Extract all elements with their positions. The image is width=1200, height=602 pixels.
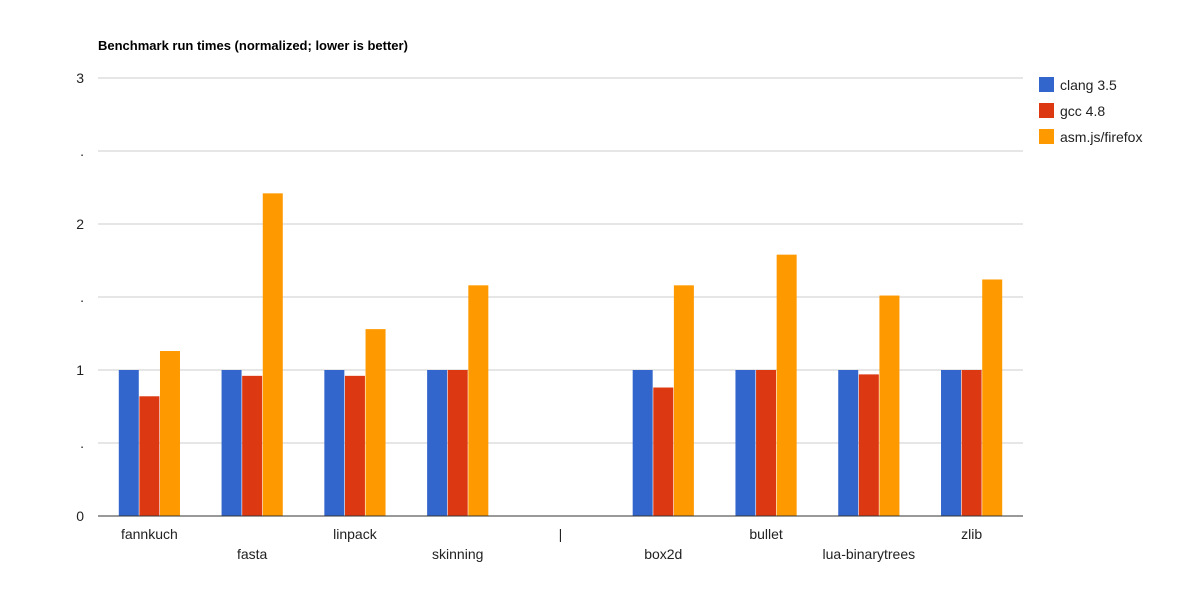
bar (468, 285, 489, 516)
bars (118, 193, 1003, 516)
bar (427, 370, 448, 516)
legend-label: clang 3.5 (1060, 77, 1117, 93)
legend-label: asm.js/firefox (1060, 129, 1142, 145)
bar (365, 329, 386, 516)
bar (982, 279, 1003, 516)
legend: clang 3.5 gcc 4.8 asm.js/firefox (1039, 77, 1142, 145)
bar (324, 370, 345, 516)
legend-swatch (1039, 77, 1054, 92)
bar (673, 285, 694, 516)
category-label: fasta (237, 546, 268, 562)
legend-swatch (1039, 129, 1054, 144)
bar (221, 370, 242, 516)
y-tick-label: . (80, 143, 84, 159)
category-label: skinning (432, 546, 483, 562)
category-label: | (559, 526, 563, 542)
category-label: linpack (333, 526, 378, 542)
bar (756, 370, 777, 516)
bar (879, 295, 900, 516)
bar (118, 370, 139, 516)
bar (838, 370, 859, 516)
bar (344, 375, 365, 516)
category-label: box2d (644, 546, 682, 562)
category-label: zlib (961, 526, 982, 542)
bar (159, 351, 180, 516)
bar (858, 374, 879, 516)
bar (262, 193, 283, 516)
bar (961, 370, 982, 516)
chart-title: Benchmark run times (normalized; lower i… (98, 38, 408, 53)
bar (447, 370, 468, 516)
y-tick-label: 0 (76, 508, 84, 524)
y-tick-label: 3 (76, 70, 84, 86)
bar (632, 370, 653, 516)
bar (653, 387, 674, 516)
legend-swatch (1039, 103, 1054, 118)
category-labels: fannkuch fasta linpack skinning | box2d bullet… (121, 526, 982, 562)
y-tick-label: . (80, 289, 84, 305)
y-tick-label: . (80, 435, 84, 451)
y-tick-label: 1 (76, 362, 84, 378)
category-label: bullet (749, 526, 783, 542)
bar (941, 370, 962, 516)
bar (776, 254, 797, 516)
bar (139, 396, 160, 516)
bar (242, 375, 263, 516)
category-label: fannkuch (121, 526, 178, 542)
category-label: lua-binarytrees (823, 546, 916, 562)
bar (735, 370, 756, 516)
y-axis-ticks: 0. 1. 2. 3 (76, 70, 84, 524)
legend-label: gcc 4.8 (1060, 103, 1105, 119)
y-tick-label: 2 (76, 216, 84, 232)
